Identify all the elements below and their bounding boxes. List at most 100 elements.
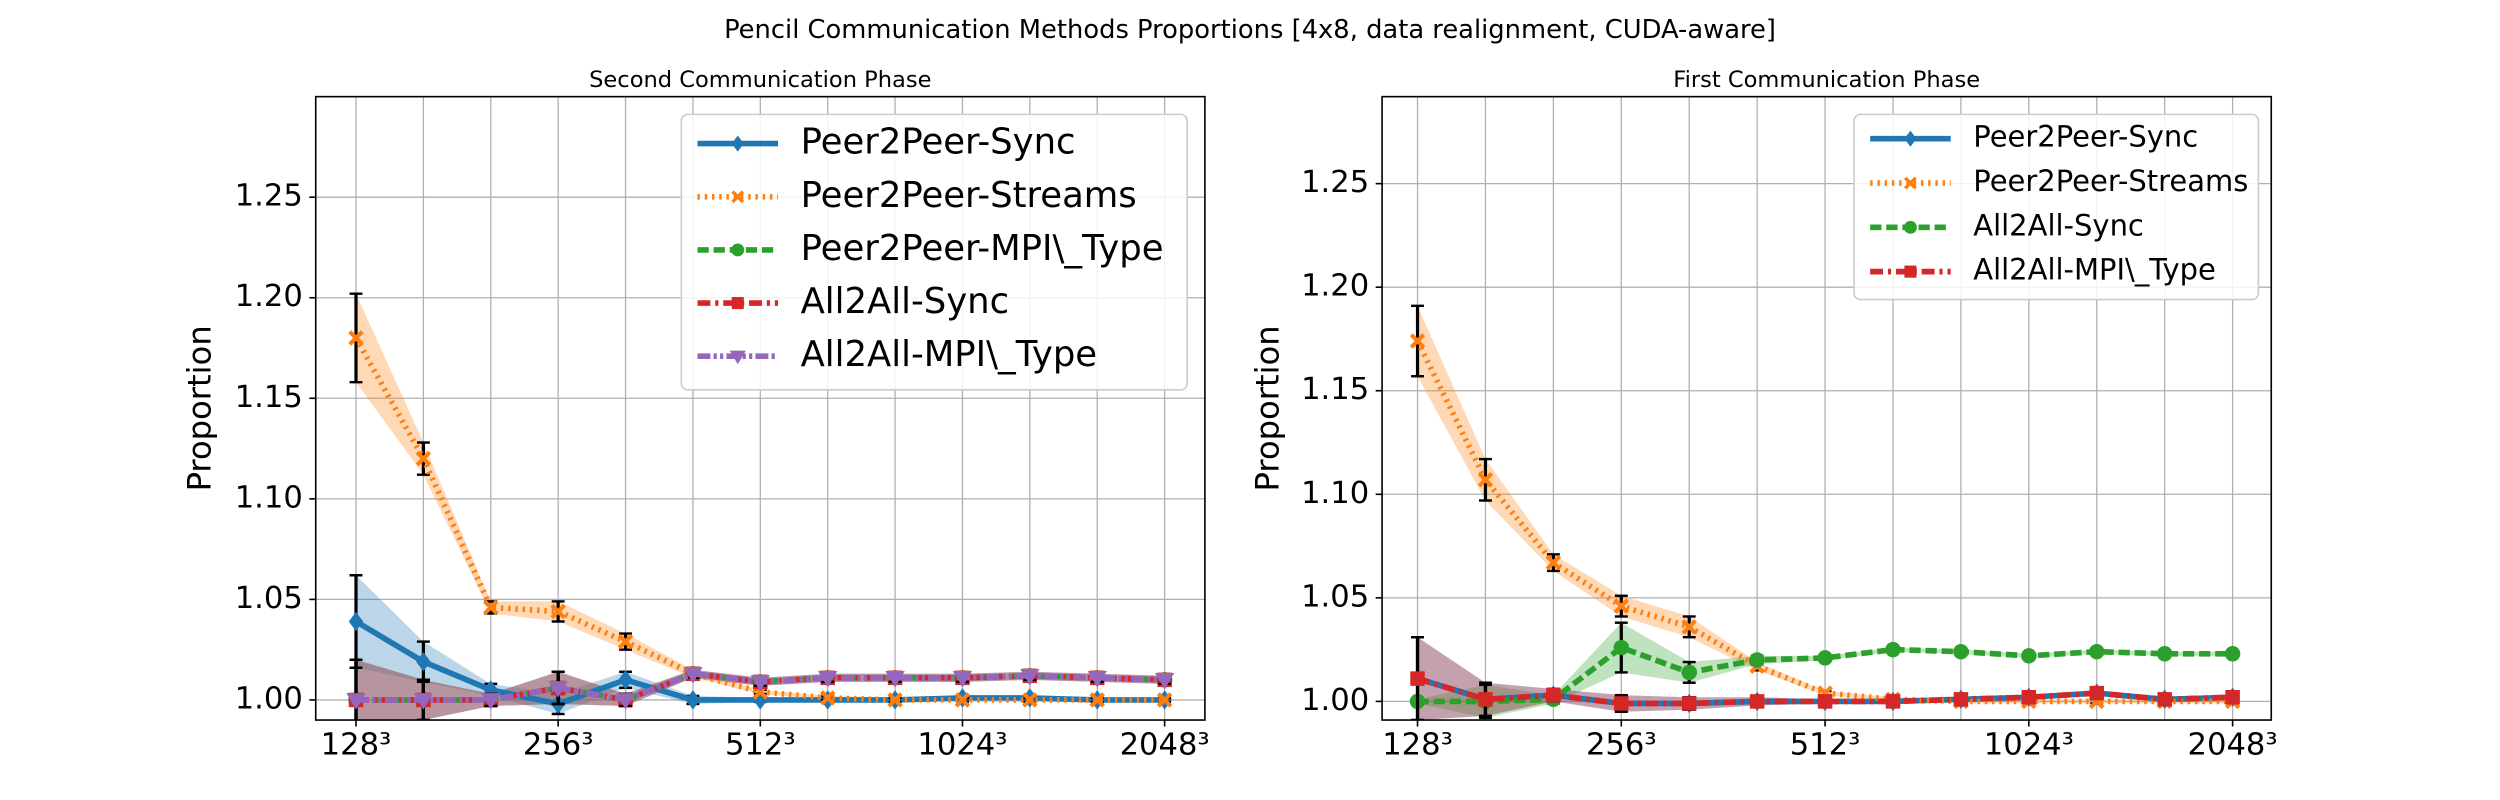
legend-label: Peer2Peer-Streams <box>1973 164 2248 198</box>
legend-box <box>1853 113 2260 301</box>
marker <box>1953 692 1969 707</box>
axes-frame <box>314 95 1206 721</box>
legend-marker <box>731 243 745 257</box>
y-tick-label: 1.25 <box>1301 165 1369 200</box>
legend-marker <box>1903 176 1917 190</box>
subplot: Second Communication Phase Proportion 1.00… <box>180 67 1209 762</box>
y-tick-label: 1.10 <box>235 480 303 515</box>
legend-label: All2All-Sync <box>801 281 1010 322</box>
y-tick-label: 1.15 <box>1301 372 1369 407</box>
marker <box>1681 696 1697 711</box>
marker <box>1409 333 1426 349</box>
marker <box>819 690 836 706</box>
marker <box>1545 554 1562 571</box>
marker <box>1613 639 1630 656</box>
marker <box>2021 648 2037 664</box>
y-tick-label: 1.05 <box>235 581 303 616</box>
legend-marker <box>1904 265 1917 278</box>
y-tick-label: 1.20 <box>1301 269 1369 304</box>
y-axis-label: Proportion <box>180 325 218 491</box>
marker <box>1546 687 1561 703</box>
marker <box>1885 694 1901 709</box>
marker <box>348 330 364 346</box>
marker <box>885 671 905 688</box>
marker <box>2157 692 2172 707</box>
x-tick-label: 2048³ <box>2188 727 2278 762</box>
marker <box>346 693 366 710</box>
marker <box>1020 669 1040 686</box>
marker <box>2156 646 2173 662</box>
marker <box>1477 472 1494 488</box>
marker <box>1681 619 1697 635</box>
legend-label: Peer2Peer-Sync <box>801 122 1076 163</box>
axes-frame <box>1381 95 2273 721</box>
marker <box>1022 692 1038 708</box>
marker <box>617 633 634 650</box>
marker <box>1681 664 1697 681</box>
y-tick-label: 1.15 <box>235 380 303 415</box>
subplot: First Communication Phase Proportion 1.00 1… <box>1248 67 2277 762</box>
plot-area <box>1409 304 2241 721</box>
marker <box>887 692 903 708</box>
marker <box>1154 673 1175 690</box>
marker <box>1087 671 1107 688</box>
legend-marker <box>1903 220 1917 234</box>
marker <box>413 693 434 710</box>
marker <box>1614 696 1629 711</box>
marker <box>2089 643 2105 660</box>
marker <box>952 671 973 688</box>
y-tick-label: 1.00 <box>235 681 303 716</box>
x-tick-label: 128³ <box>321 727 392 762</box>
marker <box>1410 671 1425 686</box>
y-tick-label: 1.20 <box>235 279 303 314</box>
legend-box <box>680 113 1188 391</box>
x-tick-label: 256³ <box>1586 727 1657 762</box>
legend-label: Peer2Peer-MPI\_Type <box>801 228 1164 269</box>
marker <box>1156 692 1173 708</box>
marker <box>548 681 568 698</box>
marker <box>1089 692 1105 708</box>
marker <box>550 603 566 620</box>
y-tick-label: 1.25 <box>235 179 303 214</box>
x-tick-label: 128³ <box>1382 727 1453 762</box>
y-axis-label: Proportion <box>1248 325 1286 491</box>
marker <box>481 693 501 710</box>
marker <box>2224 646 2241 662</box>
legend-label: Peer2Peer-Streams <box>801 175 1137 216</box>
legend-label: All2All-MPI\_Type <box>801 334 1098 375</box>
marker <box>1613 598 1630 614</box>
y-tick-label: 1.00 <box>1301 683 1369 718</box>
marker <box>1885 641 1901 658</box>
x-tick-label: 256³ <box>523 727 594 762</box>
marker <box>483 599 499 616</box>
marker <box>2225 690 2240 705</box>
legend-label: All2All-MPI\_Type <box>1973 253 2216 287</box>
legend-marker <box>731 297 744 310</box>
marker <box>1749 652 1765 668</box>
marker <box>1817 650 1833 666</box>
marker <box>615 693 636 710</box>
marker <box>1478 692 1493 707</box>
marker <box>1953 643 1969 660</box>
marker <box>1749 694 1765 709</box>
x-tick-label: 512³ <box>1790 727 1861 762</box>
legend-label: All2All-Sync <box>1973 208 2144 242</box>
legend-label: Peer2Peer-Sync <box>1973 120 2198 154</box>
marker <box>818 671 838 688</box>
subplot-title: First Communication Phase <box>1673 67 1980 93</box>
marker <box>1817 694 1833 709</box>
legend-marker <box>729 350 746 365</box>
x-tick-label: 2048³ <box>1120 727 1210 762</box>
x-tick-label: 1024³ <box>1984 727 2074 762</box>
marker <box>415 450 432 467</box>
x-tick-label: 1024³ <box>917 727 1007 762</box>
figure-title: Pencil Communication Methods Proportions… <box>724 15 1776 45</box>
marker <box>954 692 971 708</box>
plot-area <box>346 292 1175 721</box>
legend-marker <box>731 190 745 204</box>
subplot-title: Second Communication Phase <box>589 67 931 93</box>
marker <box>2021 690 2037 705</box>
legend-marker <box>1904 130 1917 147</box>
marker <box>683 667 703 684</box>
